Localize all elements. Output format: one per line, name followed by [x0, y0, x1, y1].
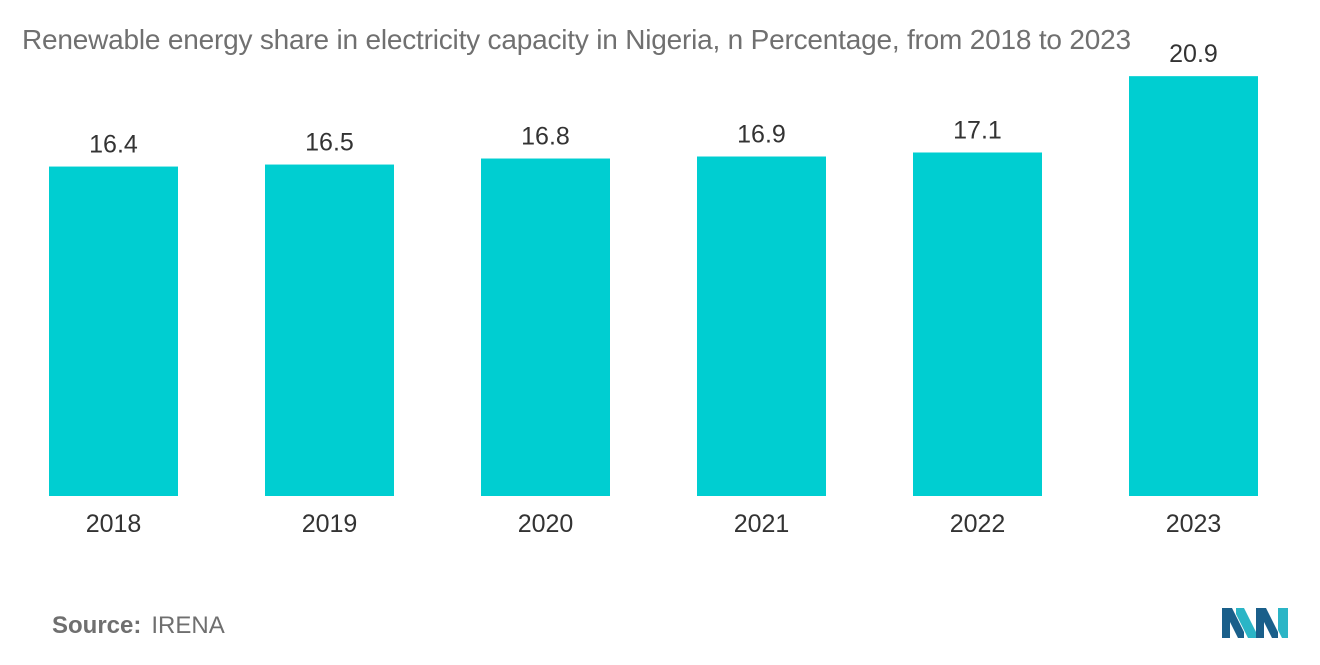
- x-tick-label-2022: 2022: [950, 510, 1006, 538]
- data-label-2023: 20.9: [1169, 40, 1218, 68]
- data-label-2022: 17.1: [953, 116, 1002, 144]
- x-tick-label-2018: 2018: [86, 510, 142, 538]
- data-label-2021: 16.9: [737, 121, 786, 149]
- bar-chart: 16.4 2018 16.5 2019 16.8 2020 16.9 2021 17.1 2022…: [49, 40, 1258, 538]
- bar-2020: [481, 158, 610, 496]
- chart-title: Renewable energy share in electricity ca…: [22, 24, 1131, 55]
- mordor-logo-icon: [1222, 608, 1288, 638]
- source-label: Source:: [52, 612, 142, 639]
- x-tick-label-2019: 2019: [302, 510, 358, 538]
- bar-2022: [913, 152, 1042, 496]
- data-label-2018: 16.4: [89, 131, 138, 159]
- bar-2021: [697, 156, 826, 496]
- source-value: IRENA: [151, 612, 225, 639]
- data-label-2019: 16.5: [305, 129, 354, 157]
- x-tick-label-2023: 2023: [1166, 510, 1222, 538]
- data-label-2020: 16.8: [521, 123, 570, 151]
- bar-2019: [265, 164, 394, 496]
- source-line: Source: IRENA: [52, 612, 225, 640]
- bar-2018: [49, 166, 178, 497]
- x-tick-label-2021: 2021: [734, 510, 790, 538]
- bar-2023: [1129, 76, 1258, 496]
- x-tick-label-2020: 2020: [518, 510, 574, 538]
